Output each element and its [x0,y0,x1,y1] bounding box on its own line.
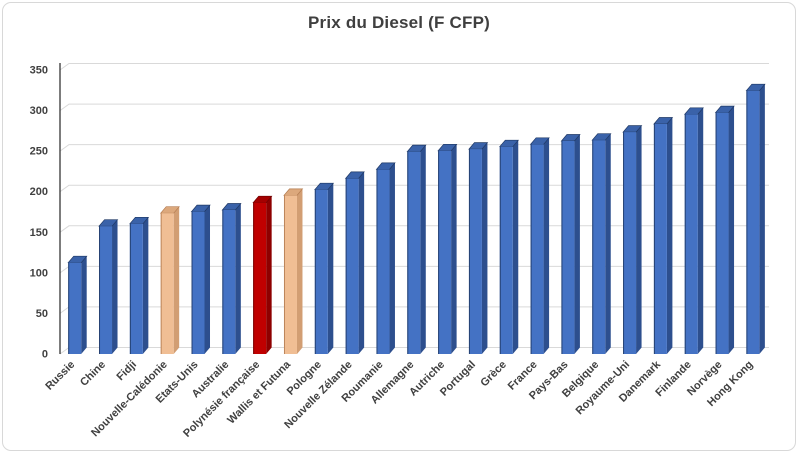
bar-Roumanie [375,162,396,354]
bar-front-face [283,195,297,354]
bar-Pays-Bas [560,134,581,354]
gridline-350 [59,63,769,71]
bar-side-face [173,206,180,354]
bar-Nouvelle Zélande [344,171,365,354]
bar-side-face [636,125,642,354]
bar-Grèce [499,139,520,354]
bar-side-face [605,133,611,354]
bar-front-face [561,141,575,354]
bar-Portugal [468,142,489,354]
y-tick-label-100: 100 [30,267,48,279]
bar-Chine [98,219,119,354]
bar-front-face [438,150,452,354]
y-tick-label-300: 300 [30,105,48,117]
bar-side-face [327,183,334,354]
bar-side-face [574,134,580,354]
bar-side-face [451,144,457,354]
bar-side-face [266,196,272,354]
chart-title: Prix du Diesel (F CFP) [308,13,490,32]
x-axis-labels: Russie Chine FidjiNouvelle-CalédonieEtats-… [43,358,755,440]
x-axis-label-Fidji: Fidji [115,359,139,383]
bar-front-face [468,149,482,354]
bar-front-face [684,114,698,354]
bar-Hong Kong [745,83,766,354]
bar-France [529,137,550,354]
bar-front-face [715,112,729,354]
bar-front-face [99,226,113,354]
bar-Nouvelle-Calédonie [159,206,180,354]
bar-front-face [376,169,390,354]
bar-Fidji [129,216,150,354]
bar-side-face [420,145,426,354]
bar-front-face [592,140,606,354]
bar-side-face [728,106,735,354]
bar-side-face [296,188,303,354]
bar-side-face [204,205,211,354]
x-axis-label-Russie: Russie [43,359,77,393]
bar-front-face [68,262,82,354]
bar-front-face [314,189,328,354]
bar-side-face [81,256,87,354]
x-axis-label-Royaume-Uni: Royaume-Uni [574,359,633,418]
bar-Danemark [653,117,674,354]
bar-front-face [191,211,205,354]
bar-side-face [759,84,765,354]
bar-Australie [221,203,242,354]
y-tick-label-50: 50 [36,308,48,320]
x-axis-label-Chine: Chine [78,359,108,389]
bar-side-face [235,203,241,354]
y-tick-label-150: 150 [30,227,48,239]
bar-side-face [142,217,149,354]
bars [67,83,766,354]
bar-side-face [512,140,519,354]
chart-area: Prix du Diesel (F CFP) 0 50 100 150 200 250 30… [2,2,796,451]
bar-front-face [653,124,667,354]
bar-side-face [666,117,673,354]
x-axis-label-Grèce: Grèce [478,359,509,390]
bar-Norvège [714,105,735,354]
bar-side-face [358,171,365,354]
bar-Pologne [314,182,335,354]
bar-side-face [481,142,488,354]
y-tick-label-250: 250 [30,146,48,158]
y-tick-label-200: 200 [30,186,48,198]
bar-Russie [67,255,88,354]
bar-front-face [746,90,760,354]
y-tick-label-0: 0 [42,349,48,361]
bar-front-face [160,213,174,354]
y-axis-ticks: 0 50 100 150 200 250 300 350 [30,65,48,361]
bar-front-face [253,202,267,354]
bar-Royaume-Uni [622,125,643,354]
bar-Allemagne [406,144,427,354]
gridline-300 [59,103,769,112]
bar-Etats-Unis [190,204,211,354]
bar-front-face [345,178,359,354]
bar-side-face [543,137,550,354]
bar-front-face [129,223,143,354]
bar-front-face [499,146,513,354]
bar-side-face [112,219,118,354]
y-tick-label-350: 350 [30,65,48,77]
bar-front-face [530,144,544,354]
bar-side-face [389,162,395,354]
bar-Belgique [591,133,612,354]
bar-Autriche [437,143,458,354]
bar-Finlande [683,107,704,354]
bar-front-face [222,210,236,354]
bar-front-face [407,151,421,354]
bar-Polynésie française [252,195,273,354]
bar-Wallis et Futuna [283,188,304,354]
bar-side-face [697,107,704,354]
bar-front-face [623,132,637,354]
